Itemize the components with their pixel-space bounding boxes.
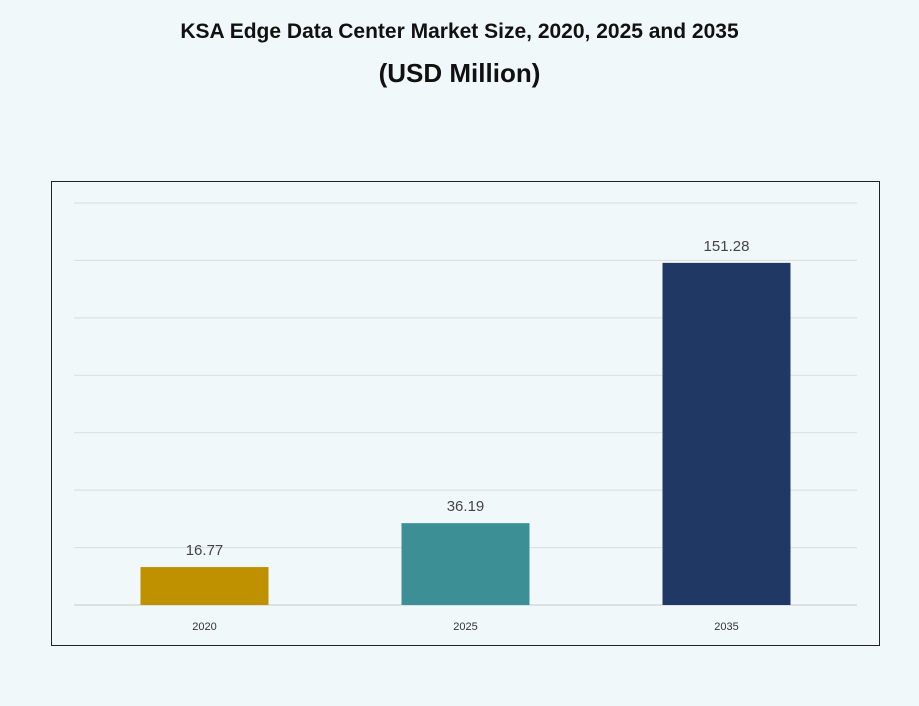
bar-2020 bbox=[140, 567, 269, 605]
data-label: 16.77 bbox=[186, 542, 224, 559]
data-label: 151.28 bbox=[704, 238, 750, 255]
data-label: 36.19 bbox=[447, 498, 485, 515]
x-tick-label: 2035 bbox=[714, 621, 738, 633]
x-tick-label: 2025 bbox=[453, 621, 477, 633]
bar-2025 bbox=[401, 523, 530, 605]
chart-title: KSA Edge Data Center Market Size, 2020, … bbox=[180, 20, 739, 43]
bar-2035 bbox=[662, 262, 791, 605]
x-tick-label: 2020 bbox=[192, 621, 216, 633]
chart-subtitle: (USD Million) bbox=[378, 58, 541, 88]
